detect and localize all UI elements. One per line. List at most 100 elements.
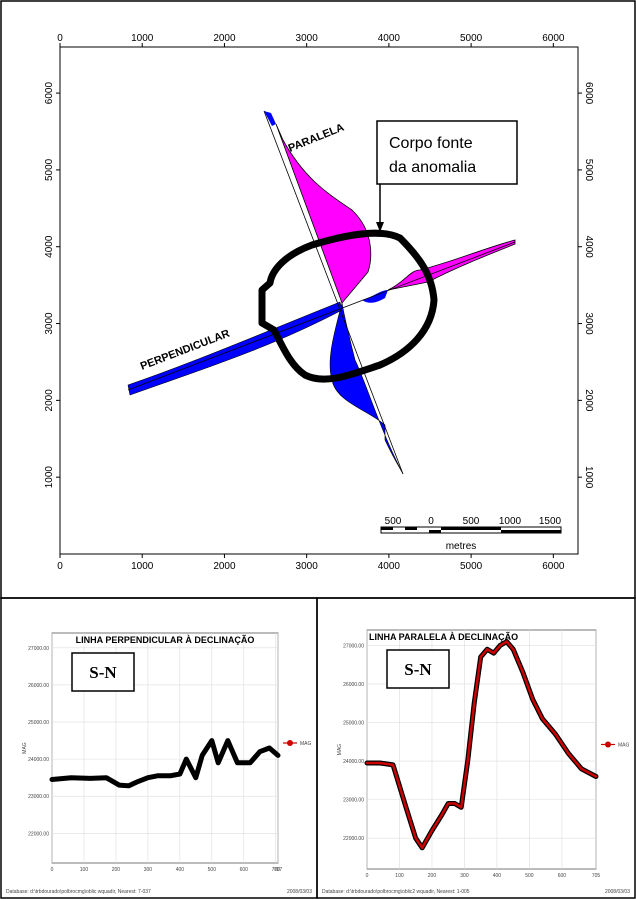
callout-box — [376, 120, 518, 185]
data-point — [268, 746, 271, 750]
y-tick-label: 22000.00 — [28, 831, 49, 837]
data-point — [89, 777, 92, 780]
y-tick-label: 24000.00 — [28, 757, 49, 763]
legend-marker — [605, 741, 611, 748]
data-point — [365, 761, 369, 765]
direction-label: S-N — [404, 660, 432, 679]
data-point — [459, 806, 463, 809]
map-y-tick-label-left: 2000 — [44, 389, 55, 412]
data-point — [440, 813, 443, 817]
footer-left: Database: d:\trbdourado\polbrocmg\oblic2… — [322, 889, 470, 895]
map-x-tick-label-top: 2000 — [213, 33, 236, 44]
data-point — [248, 761, 252, 765]
footer-right: 2008/03/03 — [605, 889, 630, 895]
scale-tick-label: 500 — [385, 516, 402, 527]
data-point — [414, 836, 417, 840]
callout-line-1: Corpo fonte — [389, 135, 473, 152]
y-axis-label: MAG — [22, 742, 28, 754]
scale-tick-label: 500 — [463, 516, 480, 527]
data-point — [421, 846, 424, 849]
y-tick-label: 26000.00 — [343, 682, 364, 688]
data-point — [105, 776, 108, 779]
data-point — [479, 655, 482, 659]
x-tick-label: 0 — [51, 867, 54, 873]
data-point — [69, 776, 73, 779]
data-point — [554, 732, 557, 736]
x-tick-label: 0 — [366, 873, 369, 879]
map-x-tick-label-bottom: 4000 — [378, 561, 401, 572]
data-point — [146, 776, 150, 779]
data-point — [210, 739, 214, 742]
x-tick-label: 300 — [460, 873, 469, 879]
data-point — [531, 698, 534, 701]
map-y-tick-label-right: 5000 — [583, 159, 594, 182]
data-point — [127, 784, 130, 788]
data-point — [404, 806, 408, 809]
data-point — [137, 780, 140, 783]
map-x-tick-label-top: 5000 — [460, 33, 483, 44]
data-point — [378, 761, 382, 765]
scale-tick-label: 1000 — [499, 516, 522, 527]
right-profile-panel-frame — [316, 597, 636, 899]
map-y-tick-label-right: 1000 — [583, 466, 594, 489]
profile-title: LINHA PERPENDICULAR À DECLINAÇÃO — [76, 635, 255, 645]
scale-bar-ticks: 500 0 500 1000 1500 — [385, 516, 562, 527]
map-x-tick-label-top: 0 — [57, 33, 63, 44]
map-x-tick-label-top: 4000 — [378, 33, 401, 44]
direction-box — [386, 649, 450, 689]
x-tick-label: 400 — [493, 873, 502, 879]
scale-seg — [429, 530, 441, 533]
map-y-tick-label-left: 5000 — [44, 158, 55, 181]
profile-title: LINHA PARALELA À DECLINAÇÃO — [369, 632, 518, 642]
map-y-tick-label-right: 2000 — [583, 389, 594, 412]
data-point — [156, 774, 159, 778]
footer-left: Database: d:\trbdourado\polbrocmg\oblic … — [6, 889, 151, 895]
scale-seg — [405, 527, 417, 530]
y-tick-label: 23000.00 — [343, 798, 364, 804]
direction-box — [71, 652, 135, 692]
perpendicular-negative-lobe — [127, 301, 343, 396]
data-point — [117, 783, 121, 787]
data-point — [453, 802, 456, 805]
y-tick-label: 27000.00 — [343, 643, 364, 649]
map-y-tick-label-left: 4000 — [44, 235, 55, 258]
series-line — [365, 640, 598, 850]
y-tick-label: 24000.00 — [343, 759, 364, 765]
x-tick-label: 200 — [112, 867, 121, 873]
map-y-tick-label-right: 6000 — [583, 82, 594, 105]
data-point — [201, 754, 204, 757]
data-point — [430, 829, 434, 832]
footer-right: 2008/03/03 — [287, 889, 312, 895]
source-body-outline — [258, 229, 438, 383]
map-axis-ticks: 0 0 1000 1000 2000 2000 3000 3000 4000 4000 5000 50… — [44, 33, 594, 572]
x-tick-label: 100 — [395, 873, 404, 879]
map-y-tick-label-right: 3000 — [583, 312, 594, 335]
map-x-tick-label-top: 1000 — [131, 33, 154, 44]
map-x-tick-label-bottom: 2000 — [213, 561, 236, 572]
parallel-profile-line — [263, 110, 404, 475]
perpendicular-positive-lobe — [387, 239, 516, 291]
data-point — [226, 739, 230, 742]
data-point — [541, 717, 544, 720]
direction-label: S-N — [89, 663, 117, 682]
y-axis-label: MAG — [337, 744, 343, 756]
data-point — [50, 778, 54, 781]
scale-seg — [381, 527, 393, 530]
y-tick-label: 25000.00 — [343, 721, 364, 727]
perpendicular-profile-line — [127, 241, 516, 391]
data-point — [258, 750, 261, 753]
map-x-tick-label-bottom: 0 — [57, 561, 63, 572]
data-point — [194, 776, 198, 779]
legend-label: MAG — [618, 743, 630, 749]
map-y-tick-label-left: 6000 — [44, 82, 55, 105]
map-y-tick-label-left: 3000 — [44, 312, 55, 335]
data-point — [492, 651, 495, 655]
data-point — [391, 763, 395, 767]
data-point — [276, 754, 280, 757]
map-x-tick-label-bottom: 6000 — [542, 561, 565, 572]
x-tick-label: 200 — [428, 873, 437, 879]
data-point — [169, 774, 172, 778]
data-point — [580, 767, 583, 770]
scale-unit: metres — [446, 541, 477, 552]
